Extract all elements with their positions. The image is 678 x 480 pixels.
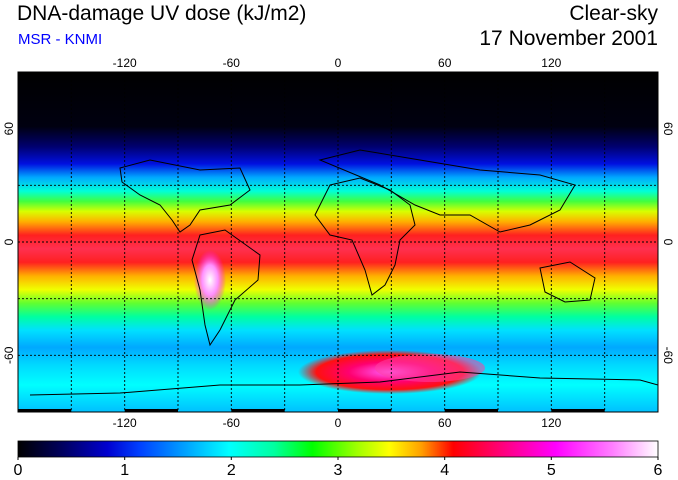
coastlines — [29, 149, 658, 396]
lon-label-top-0: 0 — [335, 56, 342, 70]
lon-label-top-minus-60: -60 — [223, 56, 241, 70]
scale-label-6: 6 — [654, 462, 663, 479]
map-title: DNA-damage UV dose (kJ/m2) — [17, 2, 307, 25]
lon-label-bottom-minus-120: -120 — [113, 416, 137, 430]
date-label: 17 November 2001 — [479, 27, 658, 50]
graticule — [18, 72, 658, 412]
lon-label-bottom-120: 120 — [541, 416, 561, 430]
scale-label-1: 1 — [120, 462, 129, 479]
sky-condition-label: Clear-sky — [569, 2, 658, 25]
lon-label-bottom-60: 60 — [438, 416, 452, 430]
lon-label-top-minus-120: -120 — [113, 56, 137, 70]
scale-label-2: 2 — [227, 462, 236, 479]
lon-label-bottom-minus-60: -60 — [223, 416, 241, 430]
map-frame — [17, 71, 659, 413]
color-scale-bar — [17, 440, 659, 460]
lat-label-right-minus-60: -60 — [661, 347, 675, 365]
lat-label-right-60: 60 — [661, 122, 675, 136]
lat-label-left-60: 60 — [2, 122, 16, 136]
lon-label-top-120: 120 — [541, 56, 561, 70]
data-source-label: MSR - KNMI — [18, 31, 103, 48]
lon-label-bottom-0: 0 — [335, 416, 342, 430]
lon-label-top-60: 60 — [438, 56, 452, 70]
scale-label-5: 5 — [547, 462, 556, 479]
scale-label-4: 4 — [440, 462, 449, 479]
scale-label-0: 0 — [14, 462, 23, 479]
lat-label-right-0: 0 — [661, 239, 675, 246]
scale-label-3: 3 — [334, 462, 343, 479]
lat-label-left-0: 0 — [2, 238, 16, 245]
lat-label-left-minus-60: -60 — [2, 346, 16, 364]
